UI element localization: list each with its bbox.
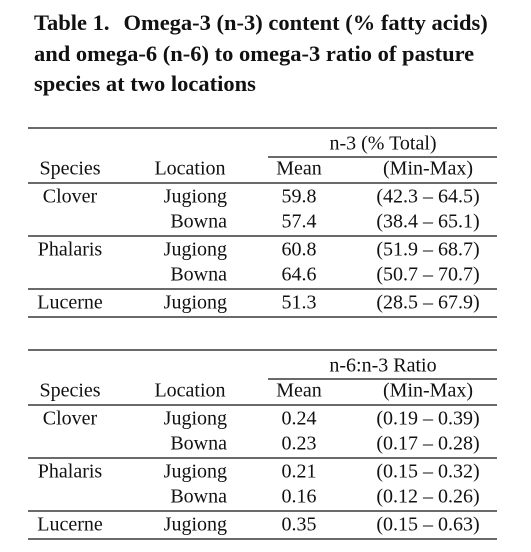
column-header: (Min-Max) — [383, 158, 473, 180]
range: (0.19 – 0.39) — [376, 408, 479, 430]
species: Clover — [43, 186, 98, 208]
group-header: n-3 (% Total) — [329, 133, 436, 155]
mean: 64.6 — [282, 264, 317, 286]
range: (51.9 – 68.7) — [376, 239, 479, 261]
mean: 60.8 — [282, 239, 317, 261]
species: Lucerne — [37, 514, 103, 536]
location: Jugiong — [164, 514, 227, 536]
range: (38.4 – 65.1) — [376, 211, 479, 233]
location: Jugiong — [164, 408, 227, 430]
location: Jugiong — [164, 461, 227, 483]
column-header: Location — [154, 380, 225, 402]
mean: 51.3 — [282, 292, 317, 314]
range: (42.3 – 64.5) — [376, 186, 479, 208]
column-header: (Min-Max) — [383, 380, 473, 402]
location: Jugiong — [164, 186, 227, 208]
group-header: n-6:n-3 Ratio — [329, 355, 436, 377]
range: (0.15 – 0.63) — [376, 514, 479, 536]
title-text: Omega-3 (n-3) content (% fatty acids) an… — [34, 10, 488, 96]
location: Bowna — [170, 264, 227, 286]
column-header: Mean — [276, 380, 322, 402]
location: Jugiong — [164, 239, 227, 261]
range: (0.17 – 0.28) — [376, 433, 479, 455]
species: Lucerne — [37, 292, 103, 314]
location: Jugiong — [164, 292, 227, 314]
mean: 59.8 — [282, 186, 317, 208]
column-header: Species — [39, 158, 100, 180]
location: Bowna — [170, 433, 227, 455]
species: Clover — [43, 408, 98, 430]
mean: 0.16 — [282, 486, 317, 508]
location: Bowna — [170, 486, 227, 508]
range: (0.15 – 0.32) — [376, 461, 479, 483]
species: Phalaris — [38, 461, 103, 483]
title: Table 1. Omega-3 (n-3) content (% fatty a… — [34, 8, 510, 100]
location: Bowna — [170, 211, 227, 233]
range: (28.5 – 67.9) — [376, 292, 479, 314]
range: (50.7 – 70.7) — [376, 264, 479, 286]
mean: 0.35 — [282, 514, 317, 536]
column-header: Species — [39, 380, 100, 402]
mean: 0.23 — [282, 433, 317, 455]
range: (0.12 – 0.26) — [376, 486, 479, 508]
mean: 0.24 — [282, 408, 317, 430]
mean: 0.21 — [282, 461, 317, 483]
title-label: Table 1. — [34, 10, 110, 35]
species: Phalaris — [38, 239, 103, 261]
column-header: Mean — [276, 158, 322, 180]
mean: 57.4 — [282, 211, 317, 233]
column-header: Location — [154, 158, 225, 180]
